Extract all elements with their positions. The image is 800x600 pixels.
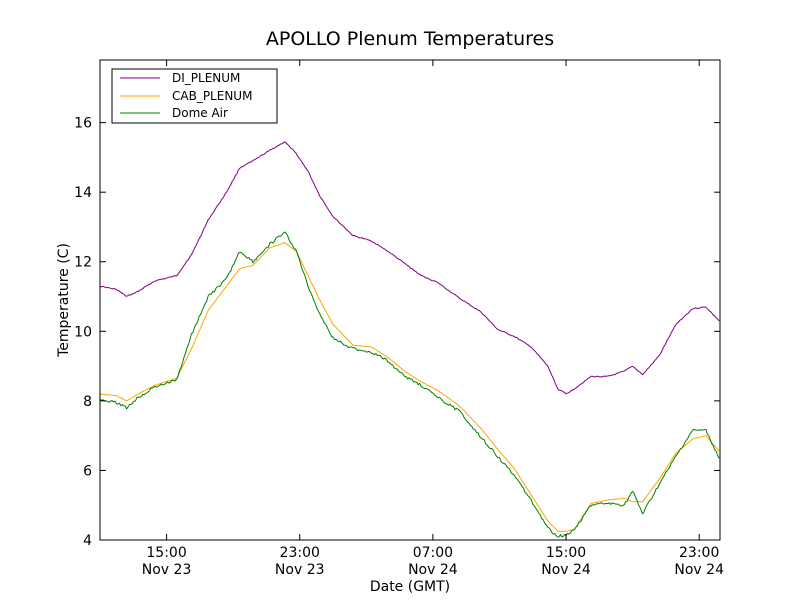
x-tick-label-time: 15:00 bbox=[546, 545, 586, 561]
x-tick-label-time: 23:00 bbox=[280, 545, 320, 561]
y-tick-label: 6 bbox=[83, 463, 92, 479]
y-tick-label: 4 bbox=[83, 533, 92, 549]
x-tick-label-date: Nov 24 bbox=[541, 562, 591, 578]
legend-label-dome-air: Dome Air bbox=[172, 106, 228, 120]
y-tick-label: 16 bbox=[74, 116, 92, 132]
series-line-di-plenum bbox=[99, 141, 720, 395]
y-tick-label: 10 bbox=[74, 324, 92, 340]
legend-label-di-plenum: DI_PLENUM bbox=[172, 71, 240, 85]
plot-frame bbox=[99, 59, 721, 541]
x-tick-label-date: Nov 23 bbox=[275, 562, 325, 578]
series-line-dome-air bbox=[99, 231, 720, 538]
chart-title: APOLLO Plenum Temperatures bbox=[266, 28, 554, 50]
y-tick-label: 14 bbox=[74, 185, 92, 201]
y-tick-label: 12 bbox=[74, 255, 92, 271]
y-tick-label: 8 bbox=[83, 394, 92, 410]
y-axis: 4 6 8 10 12 14 16 bbox=[74, 116, 720, 549]
x-tick-label-time: 15:00 bbox=[146, 545, 186, 561]
y-axis-label: Temperature (C) bbox=[56, 243, 72, 358]
plot-series bbox=[99, 141, 720, 538]
x-tick-label-date: Nov 24 bbox=[408, 562, 458, 578]
legend: DI_PLENUM CAB_PLENUM Dome Air bbox=[111, 68, 278, 124]
x-tick-label-date: Nov 24 bbox=[674, 562, 724, 578]
x-axis-label: Date (GMT) bbox=[370, 579, 450, 595]
x-tick-label-date: Nov 23 bbox=[142, 562, 192, 578]
x-tick-label-time: 23:00 bbox=[679, 545, 719, 561]
series-line-cab-plenum bbox=[99, 242, 720, 532]
legend-label-cab-plenum: CAB_PLENUM bbox=[172, 89, 252, 103]
x-tick-label-time: 07:00 bbox=[413, 545, 453, 561]
